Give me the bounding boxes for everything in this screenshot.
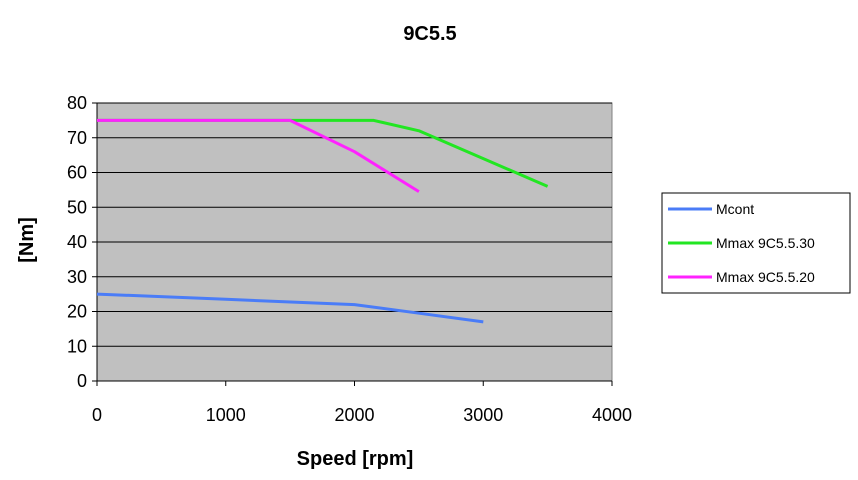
- y-tick-label: 10: [67, 336, 87, 356]
- x-tick-label: 0: [92, 405, 102, 425]
- y-tick-label: 50: [67, 197, 87, 217]
- legend: Mcont Mmax 9C5.5.30 Mmax 9C5.5.20: [661, 192, 851, 294]
- x-axis-label: Speed [rpm]: [297, 448, 414, 470]
- y-tick-label: 60: [67, 163, 87, 183]
- series-line-3: [97, 118, 420, 193]
- chart-title: 9C5.5: [403, 23, 456, 45]
- legend-item: Mmax 9C5.5.20: [668, 269, 815, 285]
- legend-item: Mmax 9C5.5.30: [668, 235, 815, 251]
- legend-label: Mmax 9C5.5.30: [716, 235, 815, 251]
- series-lines: [96, 118, 549, 324]
- legend-item: Mcont: [668, 201, 754, 217]
- y-tick-label: 70: [67, 128, 87, 148]
- x-tick-label: 1000: [206, 405, 246, 425]
- x-tick-label: 4000: [592, 405, 632, 425]
- x-tick-label: 2000: [334, 405, 374, 425]
- y-axis-label: [Nm]: [16, 217, 38, 263]
- y-tick-label: 20: [67, 302, 87, 322]
- legend-label: Mcont: [716, 201, 754, 217]
- series-line-1: [96, 292, 484, 324]
- y-tick-label: 30: [67, 267, 87, 287]
- x-axis: 0 1000 2000 3000 4000: [92, 103, 632, 425]
- y-axis: 0 10 20 30 40 50 60 70 80: [67, 93, 97, 391]
- y-tick-label: 40: [67, 232, 87, 252]
- x-tick-label: 3000: [463, 405, 503, 425]
- y-tick-label: 80: [67, 93, 87, 113]
- legend-label: Mmax 9C5.5.20: [716, 269, 815, 285]
- y-tick-label: 0: [77, 371, 87, 391]
- grid-lines: [97, 102, 612, 347]
